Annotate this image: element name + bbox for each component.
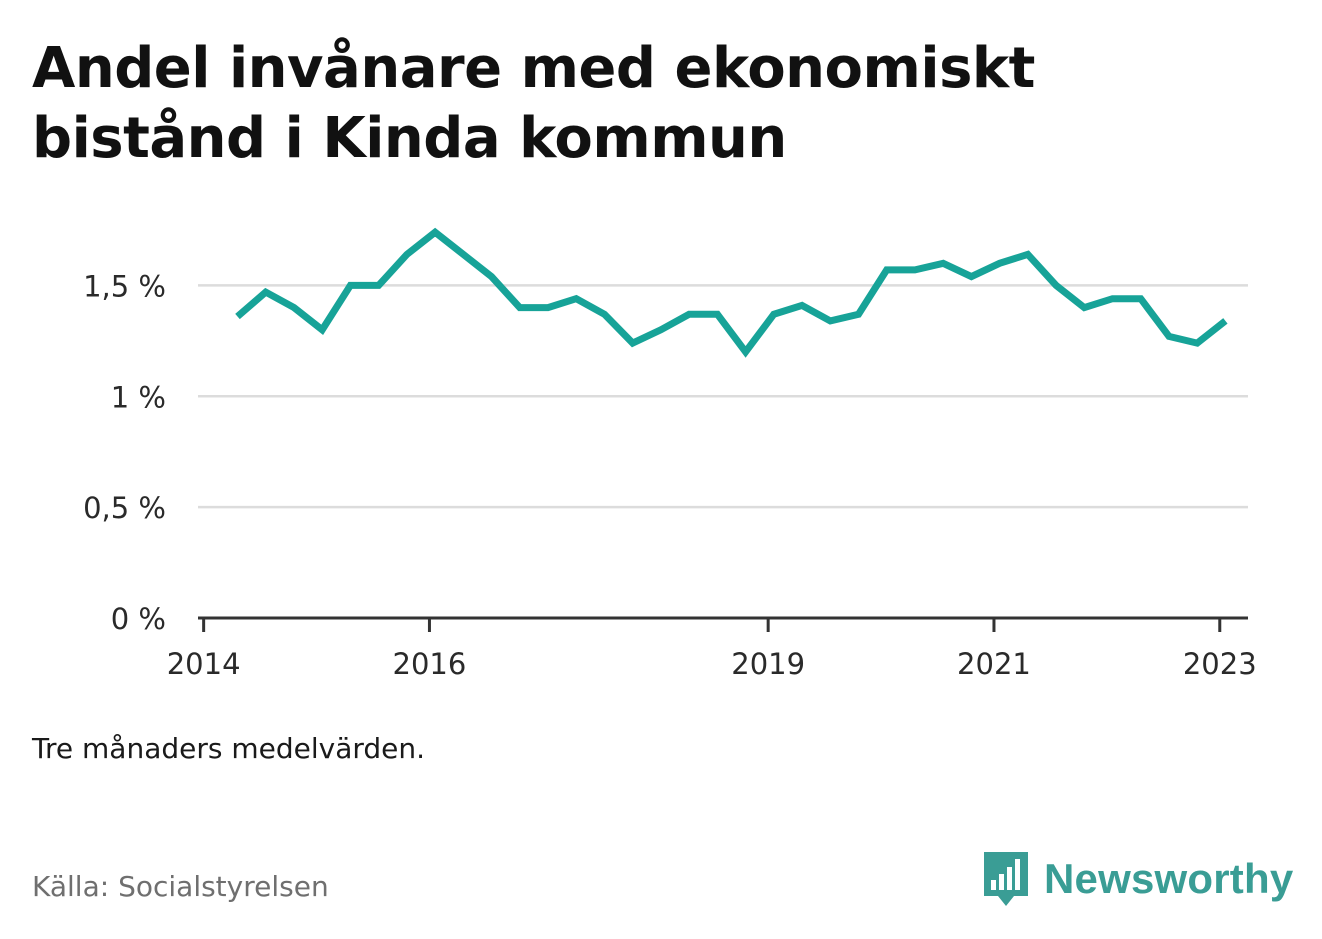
data-point xyxy=(1165,333,1172,340)
data-point xyxy=(573,295,580,302)
source-credit: Källa: Socialstyrelsen xyxy=(32,870,329,903)
data-point xyxy=(1137,295,1144,302)
chart-note: Tre månaders medelvärden. xyxy=(32,732,426,765)
data-point xyxy=(629,340,636,347)
data-point xyxy=(319,326,326,333)
data-point xyxy=(1053,282,1060,289)
data-point xyxy=(1194,340,1201,347)
data-point xyxy=(290,304,297,311)
data-point xyxy=(657,326,664,333)
data-point xyxy=(1081,304,1088,311)
data-point xyxy=(911,266,918,273)
y-tick-label: 1 % xyxy=(111,380,166,414)
y-axis-labels: 0 % 0,5 % 1 % 1,5 % xyxy=(83,269,166,636)
data-point xyxy=(403,251,410,258)
data-point xyxy=(601,311,608,318)
x-axis: 2014 2016 2019 2021 2023 xyxy=(167,616,1257,681)
data-point xyxy=(262,289,269,296)
data-point xyxy=(432,229,439,236)
data-point xyxy=(940,260,947,267)
data-point xyxy=(1222,317,1229,324)
data-point xyxy=(686,311,693,318)
chart-title: Andel invånare med ekonomiskt bistånd i … xyxy=(32,36,1035,171)
data-point xyxy=(488,273,495,280)
x-tick-label: 2021 xyxy=(957,647,1031,681)
data-point xyxy=(375,282,382,289)
line-chart: 0 % 0,5 % 1 % 1,5 % 2014 2016 2019 2021 2023 xyxy=(83,227,1257,681)
data-point xyxy=(996,260,1003,267)
x-tick-label: 2019 xyxy=(731,647,805,681)
data-point xyxy=(742,348,749,355)
x-tick-label: 2016 xyxy=(393,647,467,681)
data-point xyxy=(799,302,806,309)
data-point xyxy=(968,273,975,280)
logo-text: Newsworthy xyxy=(1044,855,1294,902)
data-point xyxy=(1024,251,1031,258)
data-series xyxy=(234,227,1229,358)
data-point xyxy=(883,266,890,273)
y-tick-label: 0,5 % xyxy=(83,491,166,525)
data-point xyxy=(827,317,834,324)
data-point xyxy=(516,304,523,311)
series-line xyxy=(235,227,1228,358)
data-point xyxy=(460,251,467,258)
newsworthy-logo[interactable]: Newsworthy xyxy=(982,850,1293,908)
y-tick-label: 1,5 % xyxy=(83,269,166,303)
x-tick-label: 2014 xyxy=(167,647,241,681)
data-point xyxy=(347,282,354,289)
data-point xyxy=(1109,295,1116,302)
newsworthy-bar-chart-icon xyxy=(984,852,1028,906)
data-point xyxy=(855,311,862,318)
data-point xyxy=(234,313,241,320)
y-tick-label: 0 % xyxy=(111,602,166,636)
data-point xyxy=(714,311,721,318)
data-point xyxy=(770,311,777,318)
data-point xyxy=(545,304,552,311)
x-tick-label: 2023 xyxy=(1183,647,1257,681)
